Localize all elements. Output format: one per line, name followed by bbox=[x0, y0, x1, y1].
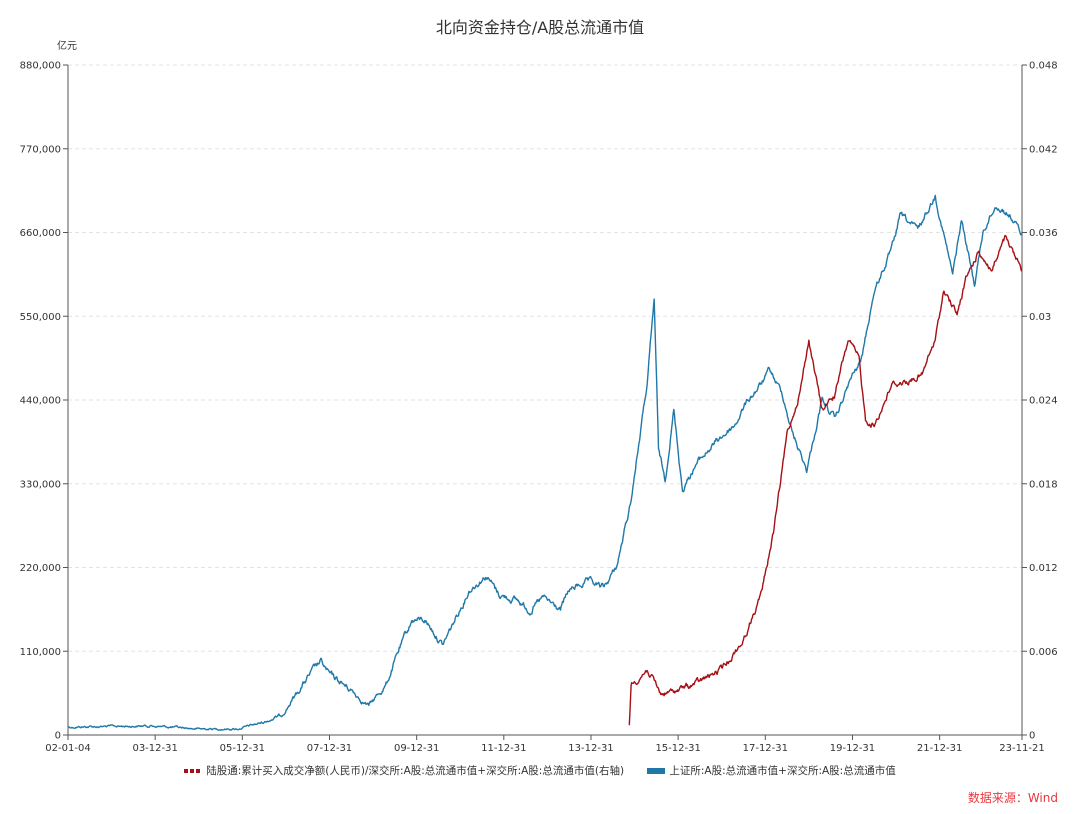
x-tick-label: 05-12-31 bbox=[220, 743, 265, 754]
y2-tick-label: 0.03 bbox=[1029, 312, 1051, 323]
x-tick-label: 15-12-31 bbox=[655, 743, 700, 754]
y-tick-label: 550,000 bbox=[20, 312, 61, 323]
data-source: 数据来源：Wind bbox=[967, 791, 1058, 805]
y-axis-unit: 亿元 bbox=[57, 39, 77, 52]
x-tick-label: 13-12-31 bbox=[568, 743, 613, 754]
series-line-northbound-ratio bbox=[628, 234, 1023, 726]
legend-swatch-blue bbox=[647, 768, 666, 774]
x-tick-label: 03-12-31 bbox=[132, 743, 177, 754]
chart-title: 北向资金持仓/A股总流通市值 bbox=[436, 18, 644, 37]
y-tick-label: 440,000 bbox=[20, 396, 61, 407]
y2-tick-label: 0.012 bbox=[1029, 563, 1058, 574]
legend-label: 陆股通:累计买入成交净额(人民币)/深交所:A股:总流通市值+深交所:A股:总流… bbox=[206, 765, 625, 777]
y-tick-label: 220,000 bbox=[20, 563, 61, 574]
y2-tick-label: 0.018 bbox=[1029, 479, 1058, 490]
y-tick-label: 330,000 bbox=[20, 479, 61, 490]
x-tick-label: 09-12-31 bbox=[394, 743, 439, 754]
x-tick-label: 21-12-31 bbox=[917, 743, 962, 754]
y-tick-label: 770,000 bbox=[20, 144, 61, 155]
x-tick-label: 19-12-31 bbox=[830, 743, 875, 754]
series-line-a-share-market-value bbox=[67, 194, 1023, 731]
y2-tick-label: 0.006 bbox=[1029, 647, 1058, 658]
legend: 陆股通:累计买入成交净额(人民币)/深交所:A股:总流通市值+深交所:A股:总流… bbox=[0, 763, 1080, 778]
y2-tick-label: 0.036 bbox=[1029, 228, 1058, 239]
legend-label: 上证所:A股:总流通市值+深交所:A股:总流通市值 bbox=[669, 765, 896, 777]
legend-item-a-share-market-value[interactable]: 上证所:A股:总流通市值+深交所:A股:总流通市值 bbox=[647, 765, 896, 777]
y2-tick-label: 0.024 bbox=[1029, 396, 1058, 407]
y-tick-label: 880,000 bbox=[20, 61, 61, 72]
y-tick-label: 660,000 bbox=[20, 228, 61, 239]
y2-tick-label: 0 bbox=[1029, 731, 1035, 742]
x-tick-label: 11-12-31 bbox=[481, 743, 526, 754]
y2-tick-label: 0.042 bbox=[1029, 144, 1058, 155]
y-tick-label: 0 bbox=[55, 731, 61, 742]
x-tick-label: 02-01-04 bbox=[45, 743, 90, 754]
y-tick-label: 110,000 bbox=[20, 647, 61, 658]
legend-item-northbound-ratio[interactable]: 陆股通:累计买入成交净额(人民币)/深交所:A股:总流通市值+深交所:A股:总流… bbox=[184, 765, 627, 777]
legend-swatch-red bbox=[184, 769, 201, 773]
x-tick-label: 17-12-31 bbox=[743, 743, 788, 754]
x-tick-label: 23-11-21 bbox=[999, 743, 1044, 754]
y2-tick-label: 0.048 bbox=[1029, 61, 1058, 72]
x-tick-label: 07-12-31 bbox=[307, 743, 352, 754]
